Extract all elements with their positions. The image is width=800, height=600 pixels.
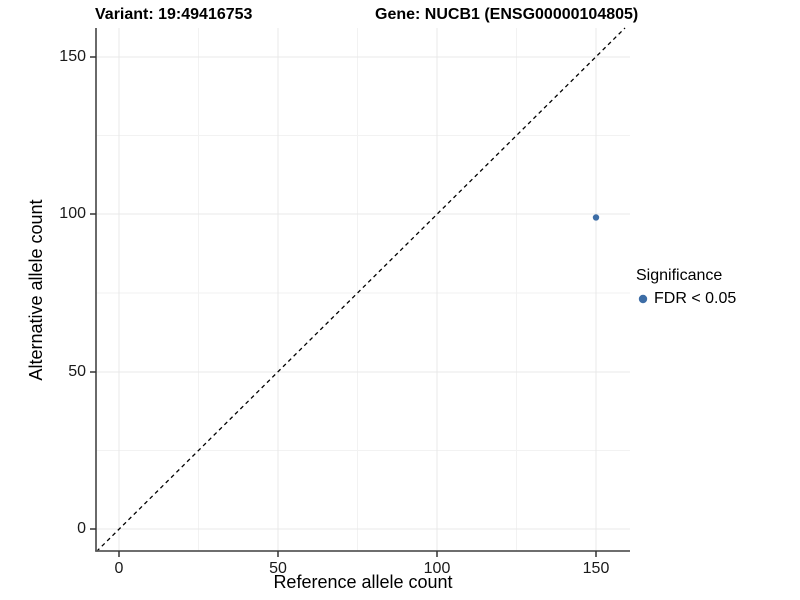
data-point: [592, 214, 600, 221]
x-axis-title: Reference allele count: [273, 572, 453, 592]
y-tick-label: 50: [68, 363, 86, 380]
x-tick-marks: [118, 551, 597, 557]
legend-dot-icon: [638, 294, 648, 304]
minor-gridlines: [96, 28, 630, 551]
plot-title-variant: Variant: 19:49416753: [95, 6, 253, 23]
legend-entry: FDR < 0.05: [636, 290, 736, 308]
x-tick-label: 50: [269, 560, 287, 577]
plot-title-gene: Gene: NUCB1 (ENSG00000104805): [375, 6, 639, 23]
x-tick-label: 100: [423, 560, 451, 577]
x-tick-label: 150: [582, 560, 610, 577]
y-tick-label: 0: [77, 520, 86, 537]
y-tick-label: 150: [59, 48, 86, 65]
legend: Significance FDR < 0.05: [636, 266, 736, 308]
y-tick-label: 100: [59, 205, 86, 222]
major-gridlines: [96, 28, 630, 551]
y-axis-title: Alternative allele count: [26, 199, 46, 381]
x-tick-label: 0: [114, 560, 124, 577]
y-tick-marks: [90, 56, 96, 530]
identity-line: [96, 27, 626, 552]
legend-title: Significance: [636, 267, 723, 284]
legend-entry-label: FDR < 0.05: [654, 290, 737, 307]
